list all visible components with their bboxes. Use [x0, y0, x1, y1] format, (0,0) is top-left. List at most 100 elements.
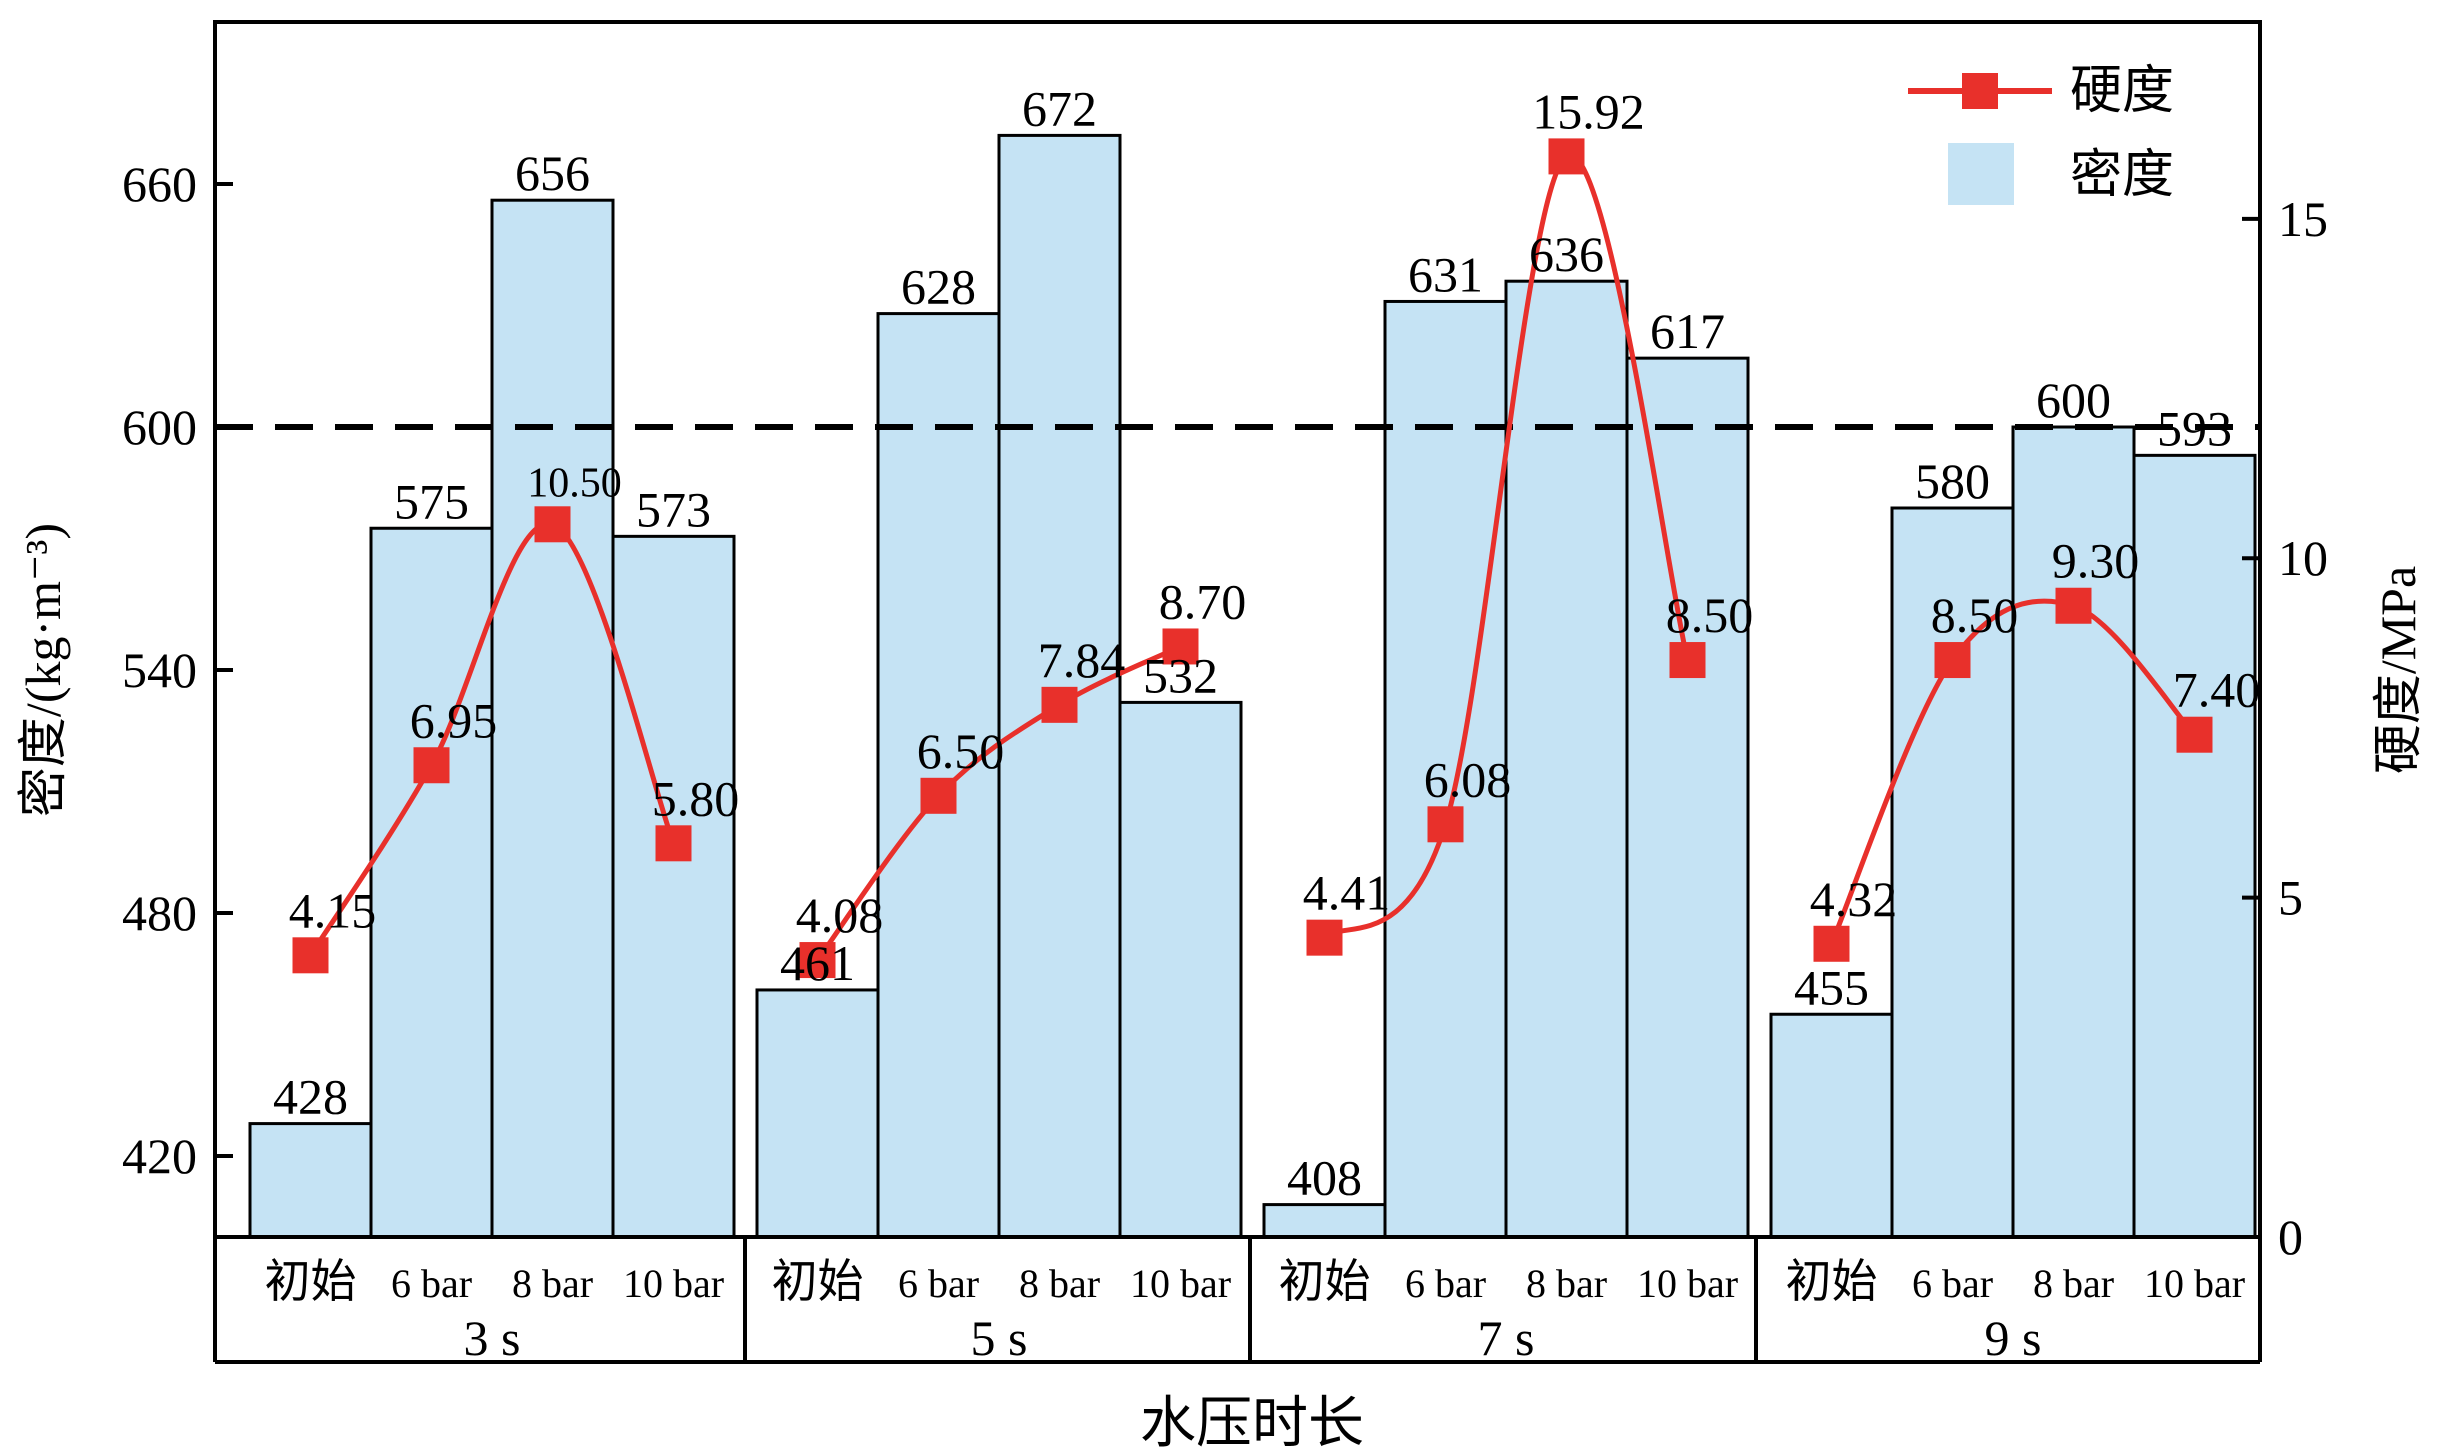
plot-border — [213, 20, 2262, 1239]
category-label: 10 bar — [1130, 1261, 1231, 1306]
density-bar — [1769, 1012, 1894, 1239]
hardness-point — [1813, 925, 1850, 962]
hardness-value-label: 4.08 — [796, 887, 884, 943]
density-value-label: 656 — [515, 145, 590, 201]
hardness-value-label: 5.80 — [652, 770, 740, 826]
hardness-series-line — [815, 644, 1182, 962]
hardness-value-label: 4.15 — [289, 882, 377, 938]
hardness-value-label: 8.50 — [1666, 587, 1754, 643]
hardness-series-line — [1322, 152, 1690, 940]
density-bar — [369, 526, 494, 1239]
left-tick-label: 600 — [122, 399, 197, 455]
density-value-label: 575 — [394, 473, 469, 529]
category-label: 10 bar — [2144, 1261, 2245, 1306]
left-tick-label: 480 — [122, 885, 197, 941]
category-label: 6 bar — [898, 1261, 979, 1306]
category-label: 初始 — [1279, 1256, 1371, 1307]
density-bar — [1625, 356, 1750, 1239]
left-tick-label: 420 — [122, 1128, 197, 1184]
density-value-label: 631 — [1408, 246, 1483, 302]
density-value-label: 628 — [901, 259, 976, 315]
density-value-label: 532 — [1143, 647, 1218, 703]
right-axis: 0 5 10 15 — [2242, 191, 2328, 1265]
density-value-label: 672 — [1022, 80, 1097, 136]
category-label: 10 bar — [1637, 1261, 1738, 1306]
density-bar — [876, 312, 1001, 1239]
hardness-value-label: 8.50 — [1931, 587, 2019, 643]
right-tick-label: 15 — [2278, 191, 2328, 247]
density-value-label: 408 — [1287, 1150, 1362, 1206]
density-bar — [490, 198, 615, 1239]
hardness-series-line — [1829, 598, 2197, 945]
hardness-point — [292, 937, 329, 974]
x-axis: 初始 6 bar 8 bar 10 bar 3 s 初始 6 bar 8 bar 10 bar 5… — [213, 1237, 2262, 1366]
density-value-label: 580 — [1915, 453, 1990, 509]
density-bar — [1504, 279, 1629, 1239]
legend-hardness-label: 硬度 — [2070, 63, 2174, 120]
group-label: 3 s — [464, 1310, 521, 1366]
hardness-value-labels: 4.15 6.95 10.50 5.80 4.08 6.50 7.84 8.70 4.41 6.0… — [289, 83, 2261, 943]
category-label: 初始 — [1786, 1256, 1878, 1307]
hardness-value-label: 6.08 — [1424, 751, 1512, 807]
density-value-label: 636 — [1529, 226, 1604, 282]
hardness-point — [2176, 716, 2213, 753]
group-label: 7 s — [1478, 1310, 1535, 1366]
hardness-value-label: 7.40 — [2173, 662, 2261, 718]
plot-frame — [213, 20, 2262, 1239]
hardness-point — [1669, 642, 1706, 679]
hardness-value-label: 4.32 — [1810, 871, 1898, 927]
hardness-series-line — [308, 521, 676, 957]
category-label: 6 bar — [1912, 1261, 1993, 1306]
category-label: 10 bar — [623, 1261, 724, 1306]
hardness-point — [2055, 587, 2092, 624]
density-value-label: 461 — [780, 935, 855, 991]
density-bar — [2132, 453, 2257, 1239]
group-label: 9 s — [1985, 1310, 2042, 1366]
hardness-point — [1427, 806, 1464, 843]
legend-density-swatch — [1948, 143, 2014, 205]
right-tick-label: 0 — [2278, 1209, 2303, 1265]
hardness-value-label: 9.30 — [2052, 533, 2140, 589]
density-value-label: 455 — [1794, 959, 1869, 1015]
density-value-label: 593 — [2157, 400, 2232, 456]
hardness-line-group — [292, 138, 2213, 979]
density-bar — [1262, 1203, 1387, 1239]
hardness-value-label: 15.92 — [1532, 83, 1645, 139]
hardness-point — [920, 777, 957, 814]
category-label: 6 bar — [1405, 1261, 1486, 1306]
category-label: 8 bar — [1526, 1261, 1607, 1306]
legend: 硬度 密度 — [1908, 63, 2174, 205]
hardness-value-label: 6.95 — [410, 692, 498, 748]
density-bars — [248, 133, 2257, 1239]
y-axis-left-label: 密度/(kg·m⁻³) — [15, 523, 71, 817]
hardness-point — [1548, 138, 1585, 175]
hardness-point — [1306, 919, 1343, 956]
category-label: 6 bar — [391, 1261, 472, 1306]
hardness-point — [1934, 642, 1971, 679]
left-tick-label: 540 — [122, 642, 197, 698]
x-axis-label: 水压时长 — [1140, 1393, 1364, 1454]
density-value-label: 573 — [636, 481, 711, 537]
hardness-value-label: 7.84 — [1038, 632, 1126, 688]
density-bar — [997, 133, 1122, 1239]
hardness-value-label: 8.70 — [1159, 573, 1247, 629]
hardness-point — [534, 506, 571, 543]
density-value-labels: 428 575 656 573 461 628 672 532 408 631 636 617 455 5… — [273, 80, 2232, 1205]
left-axis: 420 480 540 600 660 — [122, 156, 233, 1184]
density-bar — [1383, 299, 1508, 1239]
right-tick-label: 10 — [2278, 530, 2328, 586]
density-value-label: 600 — [2036, 372, 2111, 428]
category-label: 初始 — [772, 1256, 864, 1307]
hardness-point — [413, 747, 450, 784]
density-bar — [1118, 700, 1243, 1239]
category-label: 8 bar — [1019, 1261, 1100, 1306]
hardness-value-label: 6.50 — [917, 723, 1005, 779]
density-bar — [2011, 425, 2136, 1239]
density-value-label: 617 — [1650, 303, 1725, 359]
hardness-point — [1041, 686, 1078, 723]
category-label: 初始 — [265, 1256, 357, 1307]
y-axis-right-label: 硬度/MPa — [2370, 566, 2426, 774]
density-bar — [755, 988, 880, 1239]
density-value-label: 428 — [273, 1069, 348, 1125]
